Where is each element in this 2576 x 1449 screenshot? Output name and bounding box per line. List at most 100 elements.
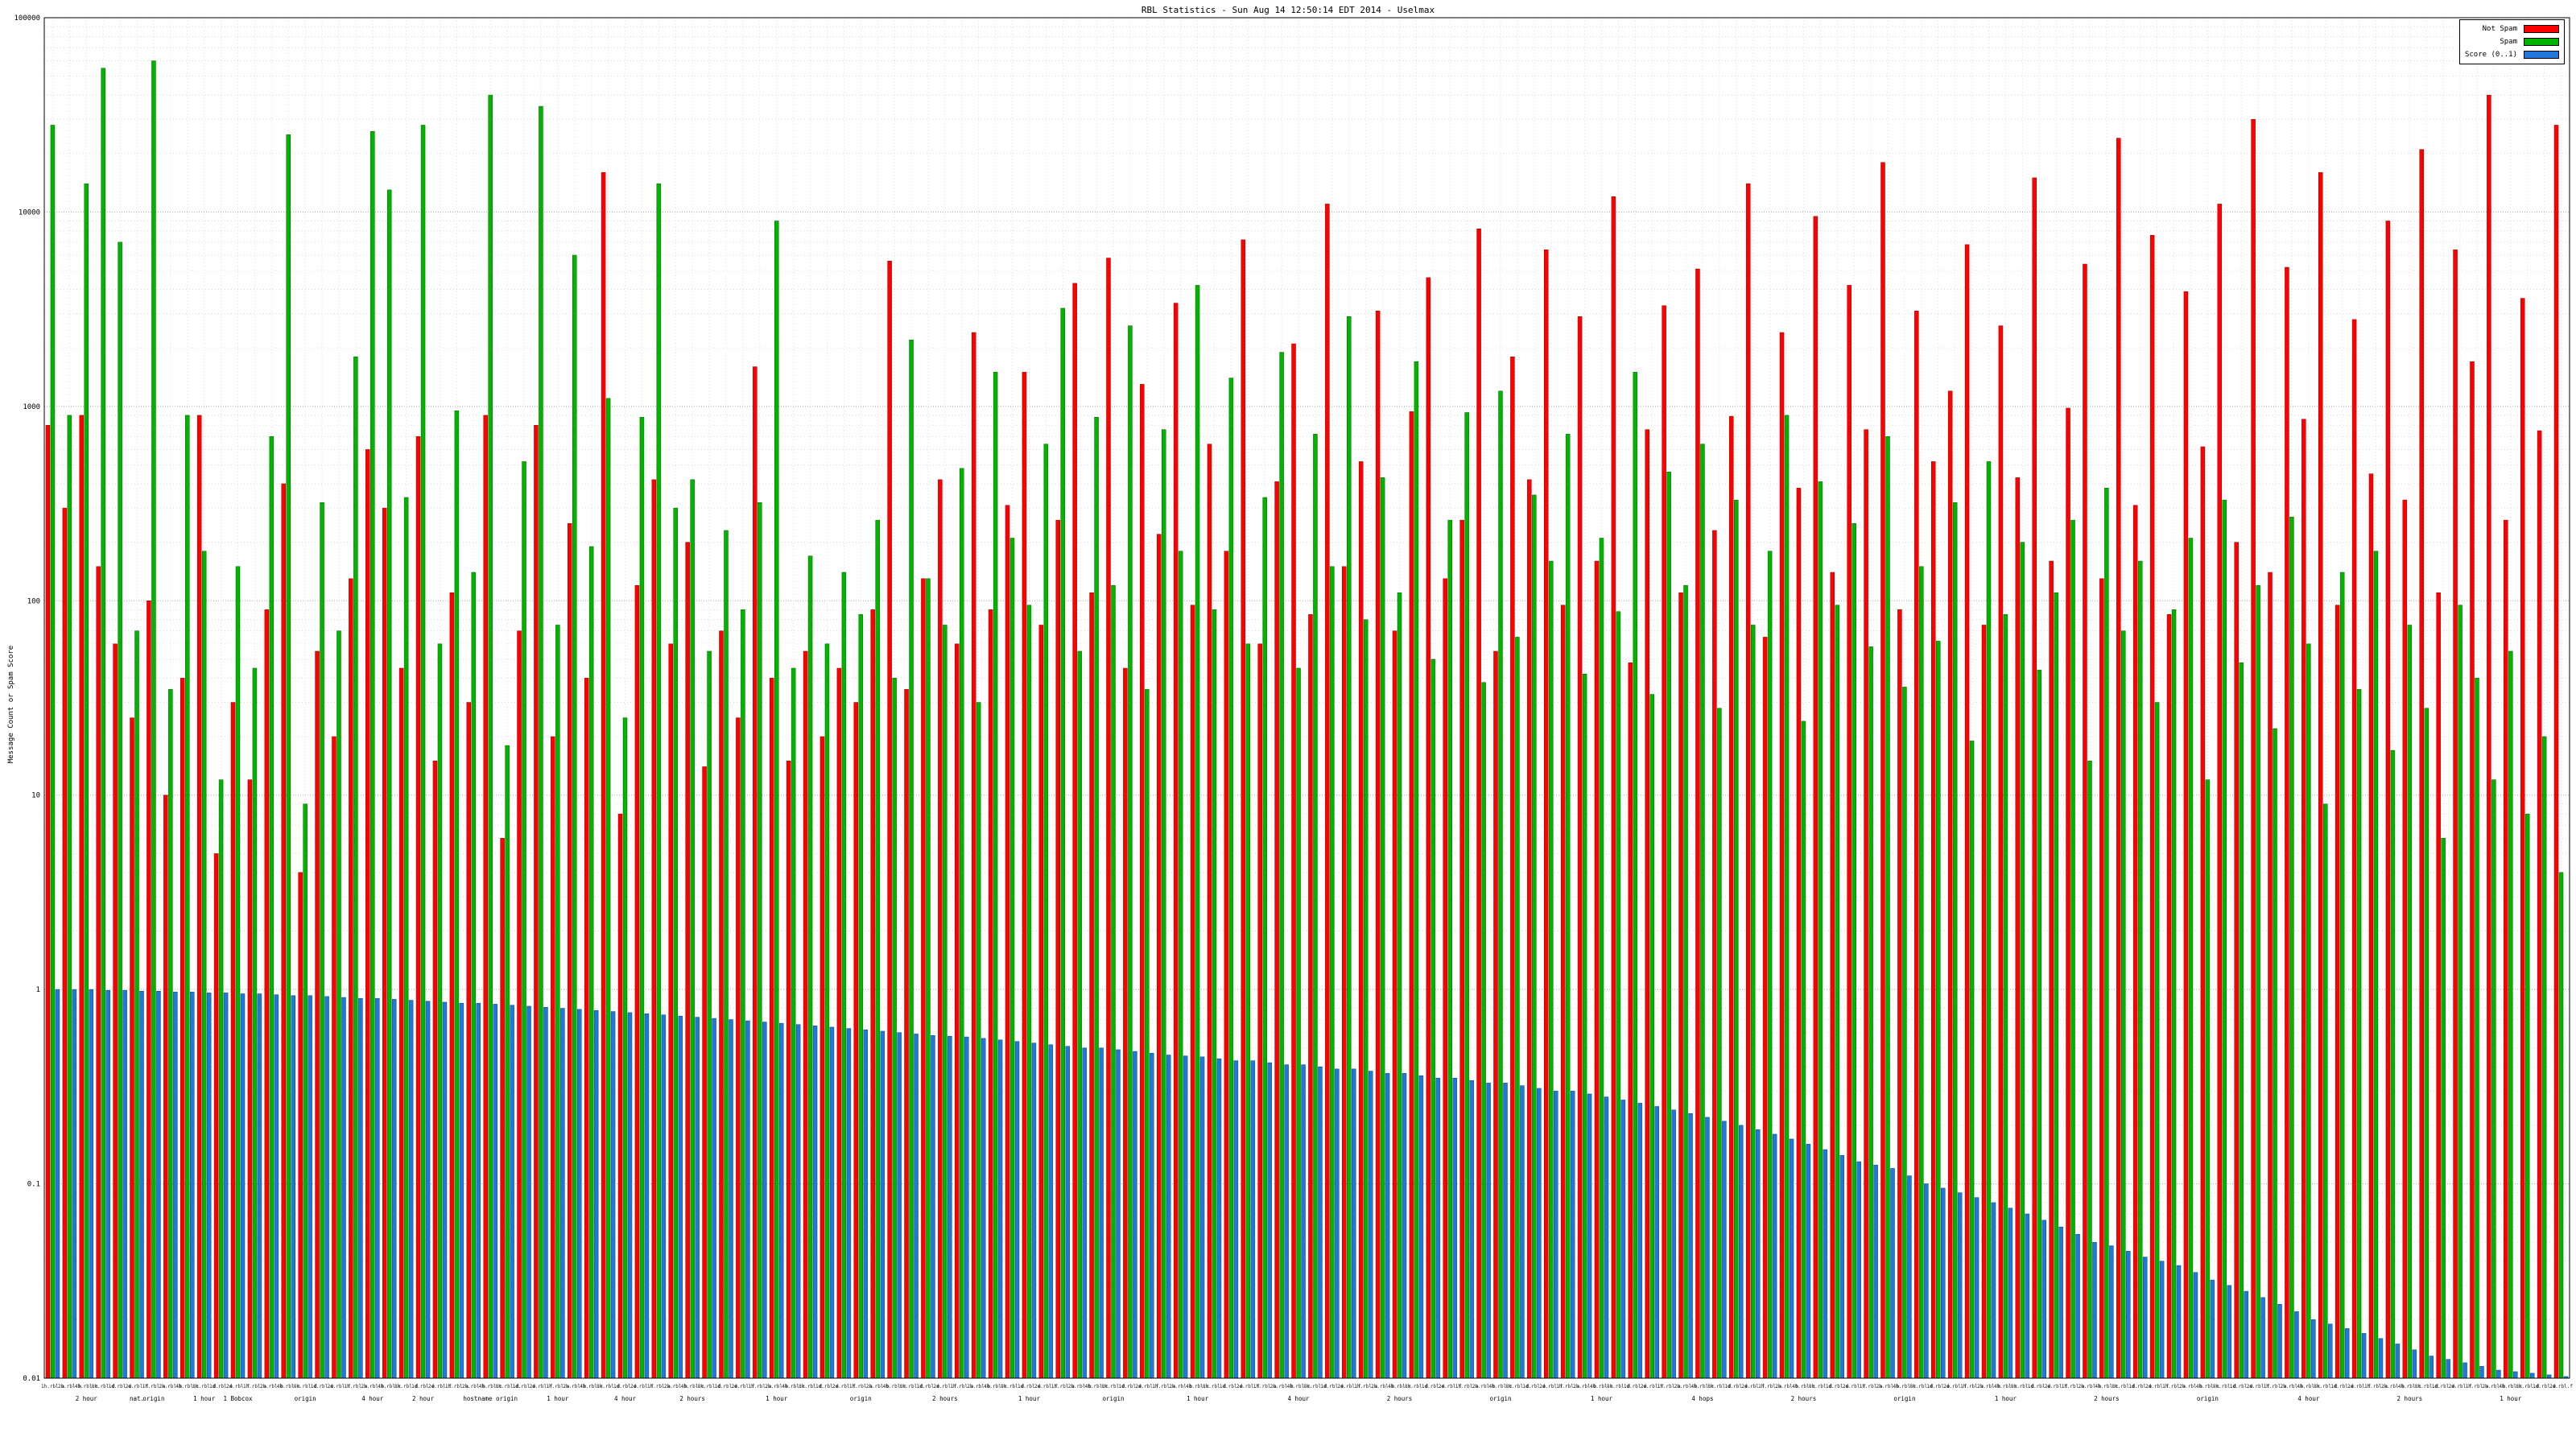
bar-spam	[2222, 499, 2227, 1379]
bar-score	[2260, 1297, 2265, 1379]
bar-not-spam	[1998, 325, 2004, 1379]
x-tick-label: 2h.rbl.b	[2381, 1384, 2405, 1389]
bar-not-spam	[1678, 592, 1683, 1379]
bar-not-spam	[2285, 266, 2289, 1379]
x-sub-label: origin	[1489, 1395, 1511, 1402]
bar-spam	[2121, 630, 2126, 1379]
x-tick-label: 1h.rbl.a	[1556, 1384, 1579, 1389]
x-sub-label: 2 hour	[412, 1395, 435, 1402]
bar-not-spam	[1645, 429, 1649, 1379]
bar-spam	[572, 254, 577, 1379]
bar-score	[1318, 1066, 1323, 1379]
bar-spam	[2205, 779, 2211, 1379]
bar-score	[610, 1011, 616, 1379]
bar-not-spam	[736, 717, 741, 1379]
bar-score	[560, 1008, 565, 1379]
y-tick-label: 1000	[23, 403, 40, 411]
x-tick-label: 2h.rbl.b	[2280, 1384, 2303, 1389]
x-sub-label: 2 hours	[2094, 1395, 2120, 1402]
bar-spam	[2475, 678, 2479, 1379]
bar-score	[1772, 1133, 1777, 1379]
x-tick-label: 8h.rbl.d	[900, 1384, 923, 1389]
bar-score	[1031, 1042, 1037, 1379]
bar-not-spam	[483, 415, 488, 1379]
x-tick-label: 8h.rbl.d	[2516, 1384, 2539, 1389]
bar-not-spam	[180, 678, 185, 1379]
bar-not-spam	[517, 630, 522, 1379]
bar-score	[324, 996, 329, 1379]
bar-spam	[1868, 646, 1873, 1379]
y-tick-label: 0.01	[23, 1375, 40, 1383]
bar-not-spam	[1594, 560, 1600, 1379]
bar-spam	[993, 372, 998, 1379]
x-tick-label: 1d.rbl.e	[1522, 1384, 1546, 1389]
x-tick-label: 2d.rbl.f	[2549, 1384, 2573, 1389]
y-tick-label: 1	[36, 986, 40, 994]
bar-not-spam	[719, 630, 724, 1379]
x-tick-label: 1h.rbl.a	[950, 1384, 973, 1389]
bar-not-spam	[2402, 499, 2408, 1379]
bar-not-spam	[1342, 566, 1347, 1379]
x-sub-label: origin	[850, 1395, 872, 1402]
bar-not-spam	[1476, 228, 1481, 1379]
bar-not-spam	[651, 479, 657, 1379]
x-tick-label: 2d.rbl.f	[731, 1384, 754, 1389]
bar-not-spam	[1055, 519, 1061, 1379]
bar-score	[1671, 1109, 1676, 1379]
bar-not-spam	[1662, 305, 1666, 1379]
bar-score	[2513, 1371, 2518, 1379]
bar-score	[2109, 1245, 2114, 1379]
bar-score	[897, 1032, 902, 1379]
bar-score	[1216, 1058, 1222, 1379]
bar-not-spam	[45, 425, 51, 1379]
bar-spam	[724, 530, 729, 1379]
bar-score	[1250, 1060, 1256, 1379]
bar-score	[2193, 1272, 2198, 1379]
bar-not-spam	[432, 760, 438, 1379]
x-tick-label: 8h.rbl.d	[2314, 1384, 2337, 1389]
bar-spam	[252, 667, 258, 1379]
bar-spam	[824, 643, 830, 1379]
bar-not-spam	[1947, 390, 1953, 1379]
bar-score	[1150, 1053, 1154, 1379]
bar-not-spam	[1695, 268, 1700, 1379]
bar-not-spam	[803, 650, 808, 1379]
bar-spam	[943, 625, 947, 1379]
y-tick-label: 100	[27, 597, 40, 605]
bar-score	[1873, 1164, 1878, 1379]
x-sub-label: 4 hour	[1287, 1395, 1310, 1402]
x-tick-label: 1h.rbl.a	[142, 1384, 165, 1389]
bar-score	[1991, 1202, 1996, 1379]
bar-not-spam	[634, 584, 640, 1379]
bar-not-spam	[1628, 662, 1633, 1379]
x-tick-label: 4h.rbl.c	[2398, 1384, 2421, 1389]
bar-spam	[370, 130, 375, 1379]
bar-score	[1537, 1088, 1542, 1379]
bar-not-spam	[534, 425, 539, 1379]
bar-spam	[118, 242, 122, 1379]
bar-score	[206, 993, 212, 1379]
x-tick-label: 1h.rbl.a	[445, 1384, 469, 1389]
bar-score	[1402, 1073, 1407, 1379]
bar-score	[526, 1005, 531, 1379]
bar-spam	[2171, 609, 2177, 1379]
bar-not-spam	[2453, 249, 2458, 1379]
x-tick-label: 2h.rbl.b	[1674, 1384, 1698, 1389]
bar-score	[1941, 1187, 1946, 1379]
bar-score	[2008, 1208, 2013, 1379]
bar-spam	[960, 468, 964, 1379]
bar-not-spam	[2487, 94, 2491, 1379]
bar-score	[1116, 1049, 1121, 1379]
bar-not-spam	[1443, 578, 1448, 1379]
bar-not-spam	[2015, 477, 2021, 1379]
x-tick-label: 2d.rbl.f	[2145, 1384, 2169, 1389]
x-tick-label: 2h.rbl.b	[58, 1384, 81, 1389]
bar-not-spam	[2251, 118, 2256, 1379]
x-tick-label: 1d.rbl.e	[2432, 1384, 2455, 1389]
chart-title: RBL Statistics - Sun Aug 14 12:50:14 EDT…	[1141, 5, 1435, 15]
x-tick-label: 4h.rbl.c	[1893, 1384, 1916, 1389]
bar-not-spam	[2099, 578, 2104, 1379]
bar-spam	[1666, 472, 1671, 1379]
x-tick-label: 8h.rbl.d	[1707, 1384, 1731, 1389]
bar-score	[880, 1030, 885, 1379]
